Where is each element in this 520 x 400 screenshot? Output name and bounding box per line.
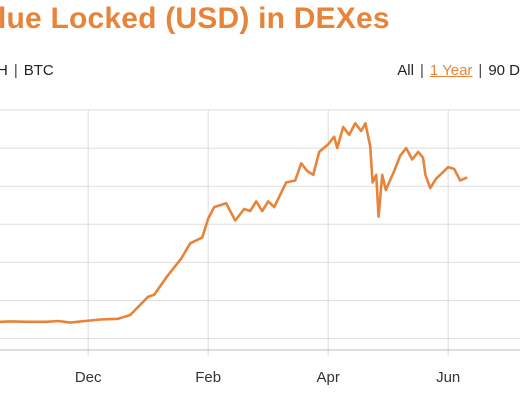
range-option-90-days[interactable]: 90 D xyxy=(488,62,520,79)
separator: | xyxy=(13,62,18,79)
vertical-gridlines xyxy=(87,110,449,356)
x-tick-label: Dec xyxy=(75,369,102,386)
range-option-all[interactable]: All xyxy=(397,62,414,79)
range-option-1-year[interactable]: 1 Year xyxy=(429,62,473,79)
x-tick-label: Apr xyxy=(317,369,340,386)
series-line xyxy=(0,122,468,324)
x-tick-labels: Dec Feb Apr Jun xyxy=(75,369,460,386)
x-tick-label: Feb xyxy=(195,369,221,386)
asset-toggle: H | BTC xyxy=(0,62,54,79)
separator: | xyxy=(419,62,424,79)
separator: | xyxy=(478,62,483,79)
asset-option-eth-fragment[interactable]: H xyxy=(0,62,8,79)
asset-option-btc[interactable]: BTC xyxy=(23,62,54,79)
line-chart: Dec Feb Apr Jun xyxy=(0,109,520,386)
range-toggle: All | 1 Year | 90 D xyxy=(370,62,520,79)
x-tick-label: Jun xyxy=(436,369,460,386)
horizontal-gridlines xyxy=(0,109,520,340)
chart-title: lue Locked (USD) in DEXes xyxy=(0,2,390,35)
